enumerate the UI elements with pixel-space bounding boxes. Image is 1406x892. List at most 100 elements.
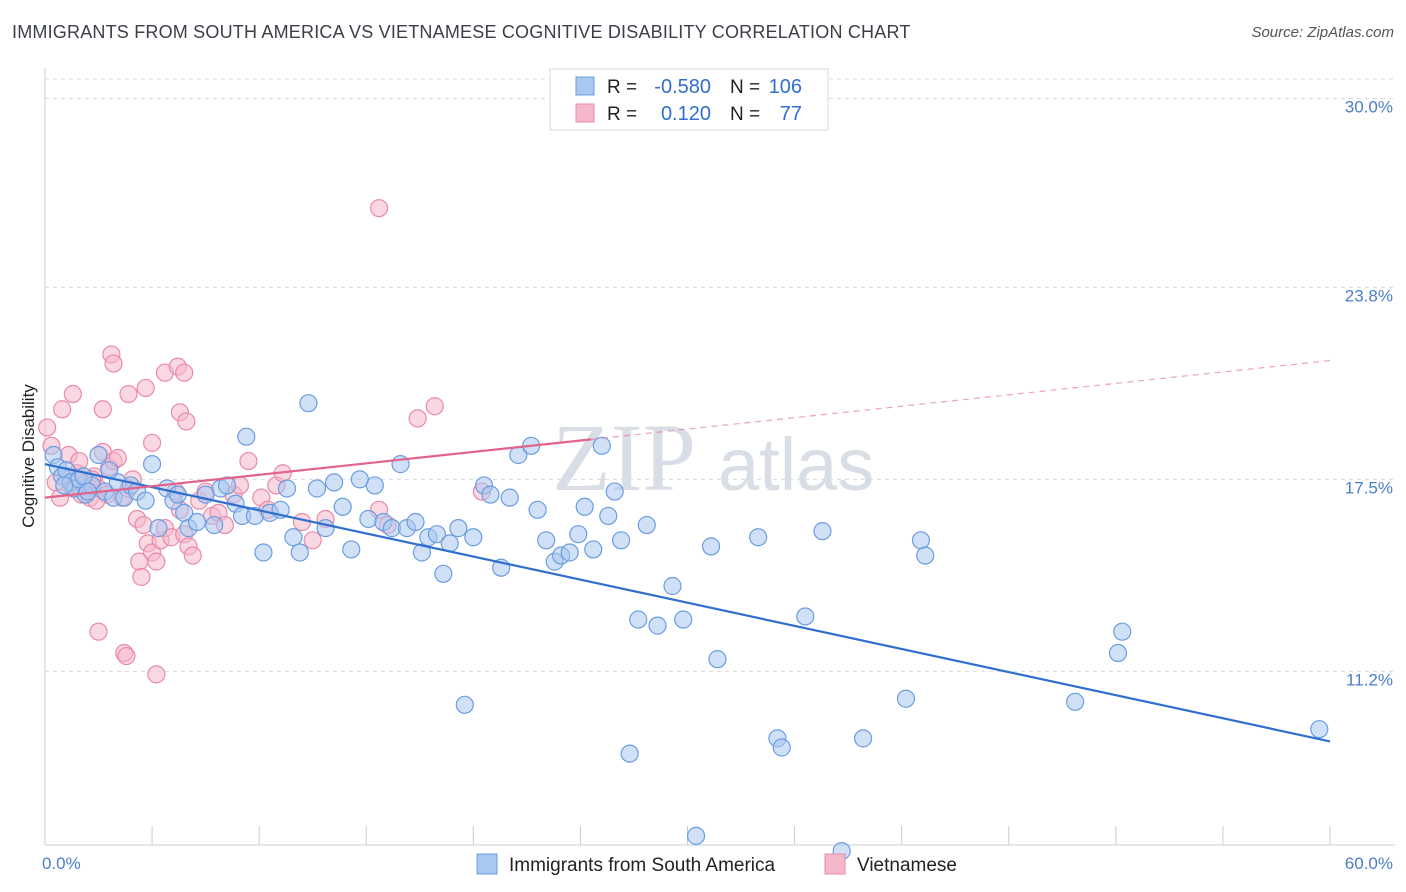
- south-america-point-99: [1108, 643, 1128, 663]
- south-america-point-62: [481, 485, 500, 504]
- trend-line-south-america: [44, 463, 1331, 743]
- south-america-point-39: [299, 394, 318, 413]
- south-america-point-17: [142, 455, 162, 474]
- south-america-point-86: [701, 537, 721, 556]
- legend-r-value-2: 0.120: [661, 103, 711, 125]
- legend-n-label-2: N =: [730, 104, 760, 125]
- vietnamese-point-43: [239, 451, 258, 471]
- south-america-point-73: [575, 497, 594, 516]
- south-america-point-18: [149, 519, 168, 538]
- south-america-point-68: [537, 531, 556, 550]
- bottom-legend-label-south-america: Immigrants from South America: [509, 855, 776, 876]
- legend-n-value-1: 106: [769, 76, 802, 98]
- south-america-point-24: [187, 512, 207, 532]
- vietnamese-point-54: [425, 397, 444, 416]
- south-america-point-43: [333, 497, 352, 516]
- south-america-point-82: [648, 616, 667, 635]
- legend-r-label-2: R =: [607, 104, 637, 125]
- south-america-point-84: [674, 610, 693, 629]
- legend-r-label-1: R =: [607, 77, 637, 98]
- vietnamese-point-67: [142, 433, 162, 452]
- vietnamese-point-56: [370, 199, 389, 218]
- south-america-point-74: [584, 540, 603, 559]
- x-tick-label-1: 60.0%: [1345, 854, 1393, 873]
- source-label: Source: ZipAtlas.com: [1251, 24, 1394, 41]
- south-america-point-52: [406, 512, 425, 532]
- vietnamese-point-0: [38, 418, 57, 437]
- south-america-point-98: [1066, 692, 1085, 711]
- x-tick-label-0: 0.0%: [42, 854, 81, 873]
- south-america-point-92: [813, 522, 832, 541]
- south-america-point-53: [412, 543, 432, 562]
- y-axis-title: Cognitive Disability: [19, 384, 38, 528]
- south-america-point-59: [455, 695, 474, 714]
- watermark-atlas: atlas: [718, 423, 874, 506]
- top-legend-box: [549, 68, 829, 131]
- trend-line-vietnamese-extension: [591, 359, 1331, 440]
- south-america-point-37: [284, 528, 303, 547]
- vietnamese-point-59: [136, 378, 155, 398]
- trend-line-vietnamese: [44, 438, 592, 499]
- vietnamese-point-65: [93, 400, 112, 419]
- south-america-point-80: [629, 610, 648, 629]
- vietnamese-point-35: [183, 546, 202, 565]
- top-legend: R = -0.580 N = 106 R = 0.120 N = 77: [549, 68, 829, 131]
- grid-lines: [45, 78, 1395, 672]
- south-america-point-77: [605, 482, 624, 501]
- south-america-point-46: [359, 509, 378, 529]
- vietnamese-point-66: [119, 384, 138, 404]
- south-america-point-79: [620, 744, 639, 763]
- chart-title: IMMIGRANTS FROM SOUTH AMERICA VS VIETNAM…: [12, 22, 911, 42]
- south-america-point-78: [612, 531, 631, 550]
- vietnamese-point-64: [63, 384, 82, 404]
- vietnamese-point-68: [177, 412, 196, 431]
- vietnamese-point-27: [147, 552, 166, 571]
- watermark-zip: ZIP: [552, 404, 696, 511]
- south-america-point-88: [749, 528, 768, 547]
- bottom-legend: Immigrants from South America Vietnamese: [476, 853, 957, 876]
- vietnamese-point-49: [303, 531, 322, 550]
- south-america-point-75: [592, 436, 611, 455]
- south-america-point-96: [911, 531, 931, 550]
- south-america-point-81: [637, 515, 656, 535]
- legend-n-label-1: N =: [730, 77, 760, 98]
- south-america-point-41: [316, 519, 335, 538]
- south-america-point-97: [916, 546, 935, 565]
- vietnamese-point-71: [117, 646, 136, 666]
- south-america-point-40: [307, 479, 327, 498]
- south-america-point-102: [55, 476, 74, 495]
- y-tick-label-2: 17.5%: [1345, 478, 1393, 497]
- south-america-point-47: [365, 476, 384, 495]
- south-america-point-31: [237, 427, 256, 446]
- south-america-point-91: [796, 607, 815, 626]
- vietnamese-point-53: [408, 409, 427, 428]
- south-america-point-90: [772, 738, 791, 757]
- vietnamese-point-76: [132, 567, 151, 586]
- south-america-point-72: [569, 525, 588, 544]
- vietnamese-point-48: [292, 512, 312, 532]
- trend-lines: [44, 359, 1331, 743]
- axis-ticks: 30.0% 23.8% 17.5% 11.2% 0.0% 60.0%: [42, 97, 1393, 873]
- south-america-point-87: [708, 650, 727, 669]
- south-america-point-33: [254, 543, 273, 562]
- south-america-point-9: [89, 445, 108, 465]
- south-america-point-26: [205, 515, 224, 535]
- vietnamese-points: [38, 199, 491, 684]
- south-america-point-100: [1113, 622, 1132, 641]
- legend-swatch-south-america: [575, 76, 595, 96]
- y-tick-label-1: 23.8%: [1345, 286, 1393, 305]
- legend-swatch-vietnamese: [575, 103, 595, 123]
- vietnamese-point-75: [130, 552, 149, 571]
- bottom-legend-label-vietnamese: Vietnamese: [857, 855, 957, 876]
- watermark: ZIP atlas: [552, 404, 874, 511]
- south-america-point-28: [217, 476, 237, 495]
- south-america-point-44: [342, 540, 361, 559]
- bottom-legend-swatch-south-america: [476, 853, 498, 875]
- y-tick-label-3: 11.2%: [1346, 670, 1393, 689]
- south-america-point-38: [290, 543, 309, 562]
- south-america-point-76: [599, 506, 618, 526]
- south-america-point-83: [663, 576, 682, 596]
- vietnamese-point-4: [53, 400, 72, 419]
- south-america-point-94: [854, 729, 873, 748]
- y-tick-label-0: 30.0%: [1345, 97, 1393, 116]
